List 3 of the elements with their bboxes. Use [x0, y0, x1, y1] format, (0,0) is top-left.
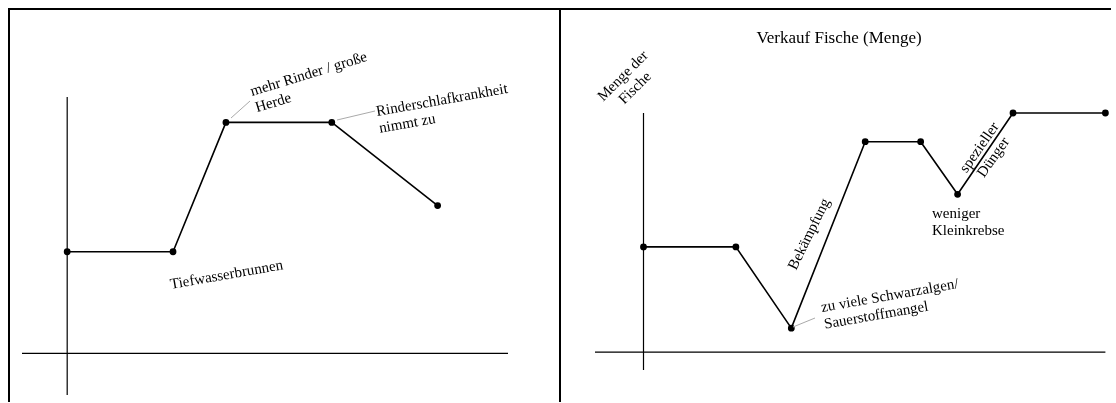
chart-title: Verkauf Fische (Menge) — [756, 28, 922, 47]
text: mehr Rinder / große Herde — [248, 48, 370, 116]
annotation: weniger Kleinkrebse — [932, 205, 1005, 238]
